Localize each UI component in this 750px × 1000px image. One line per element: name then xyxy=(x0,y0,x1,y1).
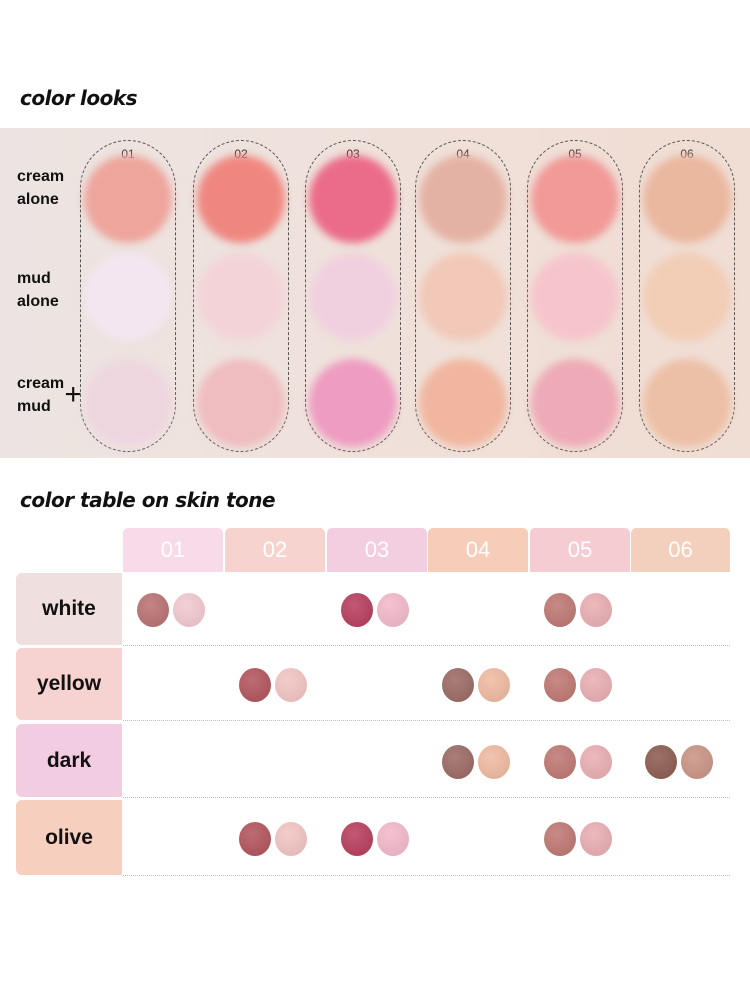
row-divider xyxy=(123,797,730,798)
swatch-cream-olive-03 xyxy=(341,821,373,856)
column-header-06: 06 xyxy=(631,528,730,572)
swatch-mud-dark-05 xyxy=(580,744,612,779)
swatch-mud xyxy=(643,253,731,341)
section-title-color-table: color table on skin tone xyxy=(20,488,276,512)
column-header-05: 05 xyxy=(530,528,630,572)
swatch-cream-white-05 xyxy=(544,593,576,627)
column-header-04: 04 xyxy=(428,528,528,572)
swatch-mud xyxy=(197,253,285,341)
swatch-cream xyxy=(197,155,285,243)
row-divider xyxy=(123,720,730,721)
swatch-cream-yellow-02 xyxy=(239,668,271,702)
label-line: cream xyxy=(17,168,65,185)
row-label-yellow: yellow xyxy=(16,648,122,720)
swatch-cream-dark-05 xyxy=(544,744,576,779)
column-header-02: 02 xyxy=(225,528,325,572)
swatch-column-05: 05 xyxy=(527,140,623,452)
swatch-mix xyxy=(309,359,397,447)
swatch-mud-yellow-05 xyxy=(580,668,612,702)
swatch-mud-white-05 xyxy=(580,593,612,627)
swatch-column-01: 01 xyxy=(80,140,176,452)
swatch-mix xyxy=(531,359,619,447)
swatch-cream xyxy=(84,155,172,243)
swatch-cream-dark-04 xyxy=(442,744,474,779)
swatch-cream-dark-06 xyxy=(645,744,677,779)
swatch-column-03: 03 xyxy=(305,140,401,452)
swatch-mix xyxy=(197,359,285,447)
swatch-mud-yellow-02 xyxy=(275,668,307,702)
label-line: alone xyxy=(17,293,59,310)
swatch-mix xyxy=(84,359,172,447)
swatch-mud-olive-03 xyxy=(377,821,409,856)
row-divider xyxy=(123,875,730,876)
swatch-cream-yellow-05 xyxy=(544,668,576,702)
swatch-cream-olive-02 xyxy=(239,821,271,856)
swatch-mud xyxy=(531,253,619,341)
swatch-mud-white-01 xyxy=(173,593,205,627)
swatch-cream xyxy=(643,155,731,243)
swatch-column-04: 04 xyxy=(415,140,511,452)
swatch-mud-white-03 xyxy=(377,593,409,627)
swatch-photo: cream alone mud alone cream mud + 01 02 03 04 0… xyxy=(0,128,750,458)
row-label-white: white xyxy=(16,573,122,645)
column-header-01: 01 xyxy=(123,528,223,572)
label-line: mud xyxy=(17,398,51,415)
row-label-cream-mud: cream mud xyxy=(17,372,64,418)
swatch-cream-white-03 xyxy=(341,593,373,627)
column-header-03: 03 xyxy=(327,528,427,572)
swatch-mud xyxy=(419,253,507,341)
row-label-olive: olive xyxy=(16,800,122,875)
swatch-mud-dark-06 xyxy=(681,744,713,779)
swatch-mud-dark-04 xyxy=(478,744,510,779)
swatch-cream xyxy=(309,155,397,243)
swatch-mix xyxy=(419,359,507,447)
row-divider xyxy=(123,645,730,646)
section-title-color-looks: color looks xyxy=(20,86,138,110)
plus-icon: + xyxy=(64,378,82,411)
swatch-mud-olive-02 xyxy=(275,821,307,856)
swatch-mix xyxy=(643,359,731,447)
label-line: cream xyxy=(17,375,65,392)
label-line: mud xyxy=(17,270,51,287)
row-label-dark: dark xyxy=(16,724,122,797)
swatch-column-06: 06 xyxy=(639,140,735,452)
swatch-mud-yellow-04 xyxy=(478,668,510,702)
swatch-cream-yellow-04 xyxy=(442,668,474,702)
swatch-mud xyxy=(309,253,397,341)
label-line: alone xyxy=(17,191,59,208)
swatch-mud xyxy=(84,253,172,341)
swatch-mud-olive-05 xyxy=(580,821,612,856)
swatch-cream xyxy=(531,155,619,243)
swatch-cream-white-01 xyxy=(137,593,169,627)
row-label-cream-alone: cream alone xyxy=(17,165,64,211)
row-label-mud-alone: mud alone xyxy=(17,267,59,313)
swatch-cream-olive-05 xyxy=(544,821,576,856)
swatch-cream xyxy=(419,155,507,243)
swatch-column-02: 02 xyxy=(193,140,289,452)
